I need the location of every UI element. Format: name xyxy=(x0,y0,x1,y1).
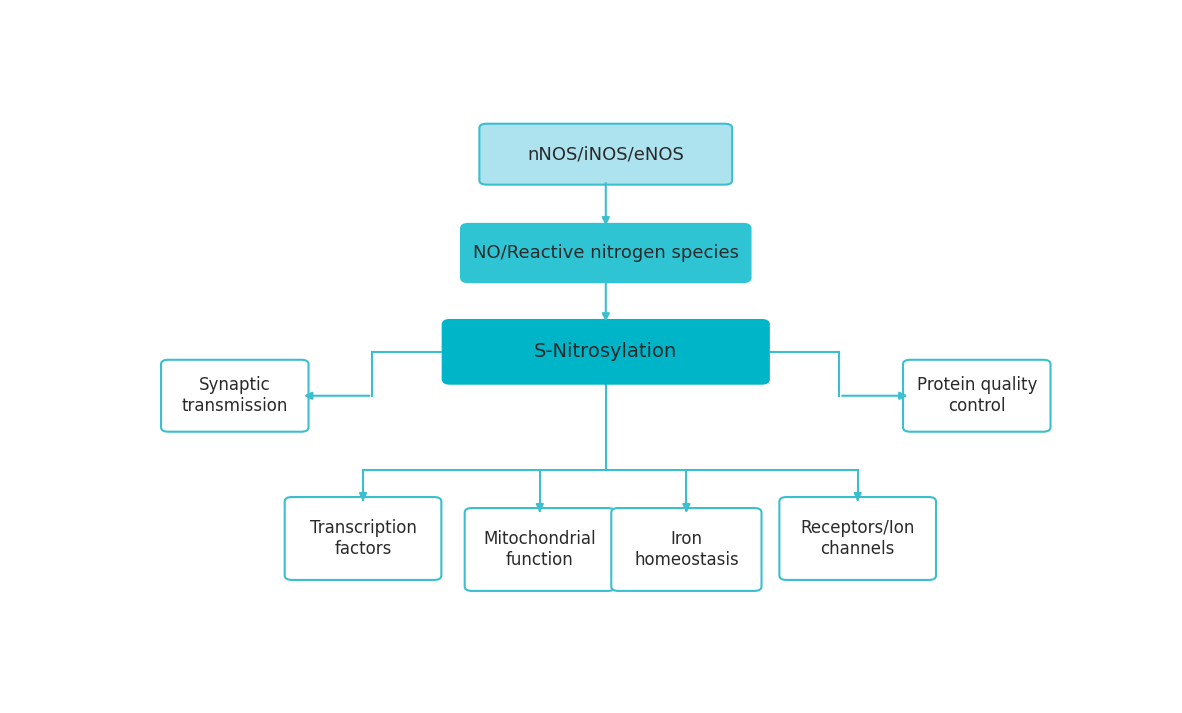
Text: Mitochondrial
function: Mitochondrial function xyxy=(483,530,596,569)
FancyBboxPatch shape xyxy=(285,497,441,580)
Text: Synaptic
transmission: Synaptic transmission xyxy=(182,376,288,415)
FancyBboxPatch shape xyxy=(465,508,615,591)
FancyBboxPatch shape xyxy=(480,124,732,185)
FancyBboxPatch shape xyxy=(903,360,1051,431)
FancyBboxPatch shape xyxy=(611,508,761,591)
FancyBboxPatch shape xyxy=(779,497,936,580)
FancyBboxPatch shape xyxy=(161,360,309,431)
Text: Protein quality
control: Protein quality control xyxy=(916,376,1037,415)
Text: NO/Reactive nitrogen species: NO/Reactive nitrogen species xyxy=(473,244,739,262)
Text: Receptors/Ion
channels: Receptors/Ion channels xyxy=(800,519,915,558)
Text: Transcription
factors: Transcription factors xyxy=(310,519,416,558)
Text: nNOS/iNOS/eNOS: nNOS/iNOS/eNOS xyxy=(527,145,684,163)
FancyBboxPatch shape xyxy=(443,320,768,384)
FancyBboxPatch shape xyxy=(461,224,751,282)
Text: S-Nitrosylation: S-Nitrosylation xyxy=(534,342,677,361)
Text: Iron
homeostasis: Iron homeostasis xyxy=(634,530,739,569)
